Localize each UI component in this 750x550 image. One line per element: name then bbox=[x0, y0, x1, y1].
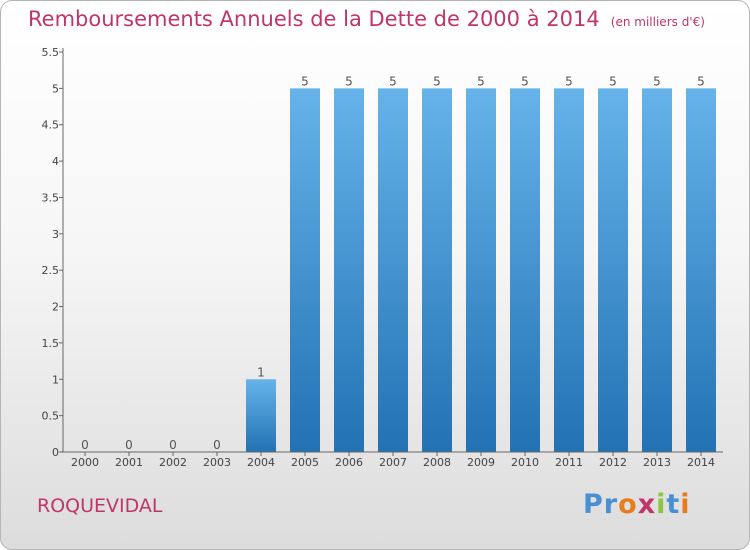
y-tick-label: 3.5 bbox=[42, 191, 60, 204]
y-tick-label: 1 bbox=[52, 373, 59, 386]
bar bbox=[290, 88, 320, 452]
bar-value-label: 5 bbox=[697, 74, 705, 88]
bar-value-label: 0 bbox=[125, 438, 133, 452]
bar-value-label: 5 bbox=[521, 74, 529, 88]
bar-value-label: 5 bbox=[433, 74, 441, 88]
y-tick-label: 0.5 bbox=[42, 410, 60, 423]
logo-letter: i bbox=[656, 489, 667, 520]
chart-title: Remboursements Annuels de la Dette de 20… bbox=[28, 7, 600, 31]
x-tick-label: 2004 bbox=[247, 456, 275, 469]
x-tick-label: 2012 bbox=[599, 456, 627, 469]
x-tick-label: 2014 bbox=[687, 456, 715, 469]
logo-letter: r bbox=[603, 489, 619, 520]
bar bbox=[642, 88, 672, 452]
logo-letter: i bbox=[680, 489, 691, 520]
bar-value-label: 0 bbox=[213, 438, 221, 452]
x-tick-label: 2006 bbox=[335, 456, 363, 469]
bar bbox=[554, 88, 584, 452]
bar-value-label: 5 bbox=[389, 74, 397, 88]
bar bbox=[334, 88, 364, 452]
x-tick-label: 2007 bbox=[379, 456, 407, 469]
y-tick-label: 0 bbox=[52, 446, 59, 459]
bar-value-label: 0 bbox=[169, 438, 177, 452]
y-tick-label: 5.5 bbox=[42, 46, 60, 59]
y-tick-label: 2.5 bbox=[42, 264, 60, 277]
x-tick-label: 2008 bbox=[423, 456, 451, 469]
chart-subtitle: (en milliers d'€) bbox=[610, 15, 705, 29]
y-tick-label: 2 bbox=[52, 301, 59, 314]
bar bbox=[466, 88, 496, 452]
x-tick-label: 2002 bbox=[159, 456, 187, 469]
x-tick-label: 2001 bbox=[115, 456, 143, 469]
proxiti-logo: Proxiti bbox=[583, 489, 691, 520]
bar-value-label: 5 bbox=[345, 74, 353, 88]
chart-title-block: Remboursements Annuels de la Dette de 20… bbox=[28, 7, 705, 31]
y-tick-label: 4.5 bbox=[42, 119, 60, 132]
bar-value-label: 0 bbox=[81, 438, 89, 452]
bar-value-label: 5 bbox=[653, 74, 661, 88]
bar bbox=[378, 88, 408, 452]
x-tick-label: 2000 bbox=[71, 456, 99, 469]
bar-value-label: 1 bbox=[257, 365, 265, 379]
bar-value-label: 5 bbox=[565, 74, 573, 88]
y-tick-label: 1.5 bbox=[42, 337, 60, 350]
bar bbox=[598, 88, 628, 452]
bar bbox=[246, 379, 276, 452]
bar bbox=[422, 88, 452, 452]
x-tick-label: 2005 bbox=[291, 456, 319, 469]
x-tick-label: 2009 bbox=[467, 456, 495, 469]
y-tick-label: 4 bbox=[52, 155, 59, 168]
x-tick-label: 2010 bbox=[511, 456, 539, 469]
logo-letter: o bbox=[618, 489, 638, 520]
logo-letter: t bbox=[666, 489, 681, 520]
bar-value-label: 5 bbox=[609, 74, 617, 88]
x-tick-label: 2011 bbox=[555, 456, 583, 469]
bar bbox=[510, 88, 540, 452]
logo-letter: x bbox=[637, 489, 657, 520]
x-tick-label: 2013 bbox=[643, 456, 671, 469]
y-tick-label: 5 bbox=[52, 82, 59, 95]
bar-value-label: 5 bbox=[477, 74, 485, 88]
bar-value-label: 5 bbox=[301, 74, 309, 88]
commune-name: ROQUEVIDAL bbox=[37, 495, 163, 517]
y-tick-label: 3 bbox=[52, 228, 59, 241]
bar bbox=[686, 88, 716, 452]
logo-letter: P bbox=[583, 489, 604, 520]
x-tick-label: 2003 bbox=[203, 456, 231, 469]
